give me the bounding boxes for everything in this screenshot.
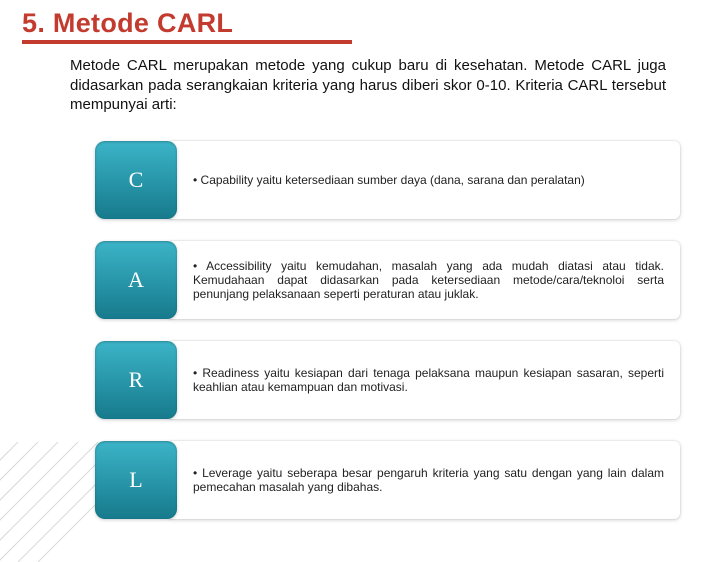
letter: C: [129, 167, 144, 193]
description-card: • Leverage yaitu seberapa besar pengaruh…: [167, 441, 680, 519]
list-item: L • Leverage yaitu seberapa besar pengar…: [95, 441, 680, 519]
list-item: A • Accessibility yaitu kemudahan, masal…: [95, 241, 680, 319]
description-card: • Accessibility yaitu kemudahan, masalah…: [167, 241, 680, 319]
list-item: R • Readiness yaitu kesiapan dari tenaga…: [95, 341, 680, 419]
description-card: • Capability yaitu ketersediaan sumber d…: [167, 141, 680, 219]
list-item: C • Capability yaitu ketersediaan sumber…: [95, 141, 680, 219]
letter-tab: L: [95, 441, 177, 519]
description-text: • Accessibility yaitu kemudahan, masalah…: [193, 259, 664, 301]
letter: A: [128, 267, 144, 293]
description-text: • Capability yaitu ketersediaan sumber d…: [193, 173, 585, 187]
letter-tab: C: [95, 141, 177, 219]
description-text: • Readiness yaitu kesiapan dari tenaga p…: [193, 366, 664, 394]
carl-list: C • Capability yaitu ketersediaan sumber…: [95, 141, 680, 519]
description-card: • Readiness yaitu kesiapan dari tenaga p…: [167, 341, 680, 419]
letter: L: [129, 467, 142, 493]
intro-paragraph: Metode CARL merupakan metode yang cukup …: [70, 56, 666, 115]
letter-tab: A: [95, 241, 177, 319]
slide-heading: 5. Metode CARL: [0, 0, 720, 39]
letter: R: [129, 367, 144, 393]
corner-decoration-icon: [0, 442, 98, 562]
heading-underline: [22, 40, 352, 44]
description-text: • Leverage yaitu seberapa besar pengaruh…: [193, 466, 664, 494]
letter-tab: R: [95, 341, 177, 419]
heading-text: 5. Metode CARL: [22, 8, 233, 38]
